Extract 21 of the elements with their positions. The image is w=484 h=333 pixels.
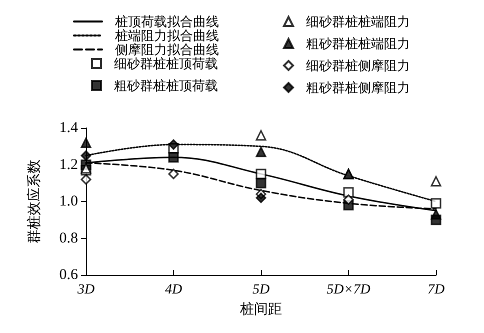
x-tick-label: 5D <box>252 282 270 298</box>
x-tick-label: 3D <box>76 282 95 298</box>
legend-label: 侧摩阻力拟合曲线 <box>115 42 219 57</box>
x-axis-title: 桩间距 <box>239 302 282 318</box>
legend-label: 粗砂群桩桩顶荷载 <box>114 78 218 93</box>
legend-label: 细砂群桩侧摩阻力 <box>306 58 410 73</box>
x-tick-label: 7D <box>427 282 445 298</box>
y-tick-label: 0.8 <box>59 230 78 246</box>
legend-label: 细砂群桩桩端阻力 <box>306 14 410 29</box>
legend-label: 桩端阻力拟合曲线 <box>114 28 219 43</box>
legend-label: 粗砂群桩桩端阻力 <box>306 36 410 51</box>
y-tick-label: 1.0 <box>59 194 78 210</box>
legend-label: 细砂群桩桩顶荷载 <box>114 56 218 71</box>
y-axis-title: 群桩效应系数 <box>26 160 42 244</box>
y-tick-label: 0.6 <box>59 267 78 283</box>
x-tick-label: 4D <box>164 282 182 298</box>
y-tick-label: 1.4 <box>59 120 78 136</box>
x-tick-label: 5D×7D <box>326 282 370 298</box>
legend-label: 桩顶荷载拟合曲线 <box>114 14 219 29</box>
legend-label: 粗砂群桩侧摩阻力 <box>306 80 410 95</box>
y-tick-label: 1.2 <box>59 156 78 173</box>
